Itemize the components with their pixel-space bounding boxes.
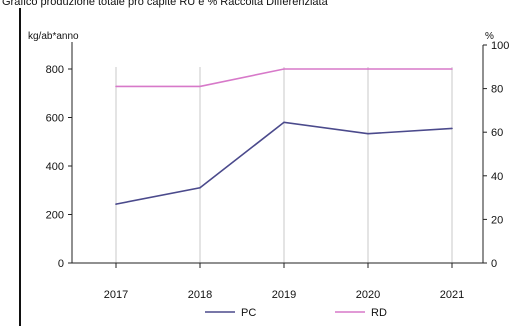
- chart-caption: Grafico produzione totale pro capite RU …: [2, 0, 328, 8]
- y-right-tick-label: 80: [491, 84, 503, 96]
- series-lines: [115, 68, 453, 205]
- y-right-tick-label: 60: [491, 127, 503, 139]
- y-right-tick-label: 20: [491, 214, 503, 226]
- gridlines: [115, 67, 453, 263]
- data-point-rd: [367, 68, 369, 70]
- y-right-tick-label: 100: [491, 40, 509, 52]
- frame-left-border: [19, 8, 21, 326]
- y-right-tick-label: 0: [491, 258, 497, 270]
- data-point-pc: [283, 121, 285, 124]
- x-tick-label: 2019: [272, 289, 296, 301]
- x-tick-label: 2021: [440, 289, 464, 301]
- x-tick-label: 2018: [188, 289, 212, 301]
- data-point-pc: [199, 187, 201, 189]
- y-left-tick-label: 800: [46, 64, 64, 76]
- x-tick-label: 2017: [104, 289, 128, 301]
- y-axis-right-label: %: [485, 31, 494, 42]
- data-point-rd: [115, 85, 117, 88]
- y-left-tick-label: 400: [46, 161, 64, 173]
- data-point-pc: [367, 132, 369, 135]
- x-tick-label: 2020: [356, 289, 380, 301]
- y-right-tick-label: 40: [491, 171, 503, 183]
- legend: PC RD: [205, 307, 387, 319]
- legend-label-rd: RD: [371, 307, 387, 319]
- y-left-tick-label: 0: [58, 258, 64, 270]
- data-point-pc: [115, 203, 117, 205]
- axes: 0 200 400 600 800 0 20 40 60 80 100 2017 2018 2019 202…: [46, 40, 510, 301]
- y-left-tick-label: 600: [46, 113, 64, 125]
- legend-label-pc: PC: [241, 307, 256, 319]
- y-axis-left-label: kg/ab*anno: [28, 31, 79, 42]
- y-left-tick-label: 200: [46, 210, 64, 222]
- data-point-rd: [199, 85, 201, 88]
- data-point-rd: [283, 68, 285, 70]
- data-point-pc: [451, 127, 453, 130]
- data-point-rd: [451, 68, 453, 70]
